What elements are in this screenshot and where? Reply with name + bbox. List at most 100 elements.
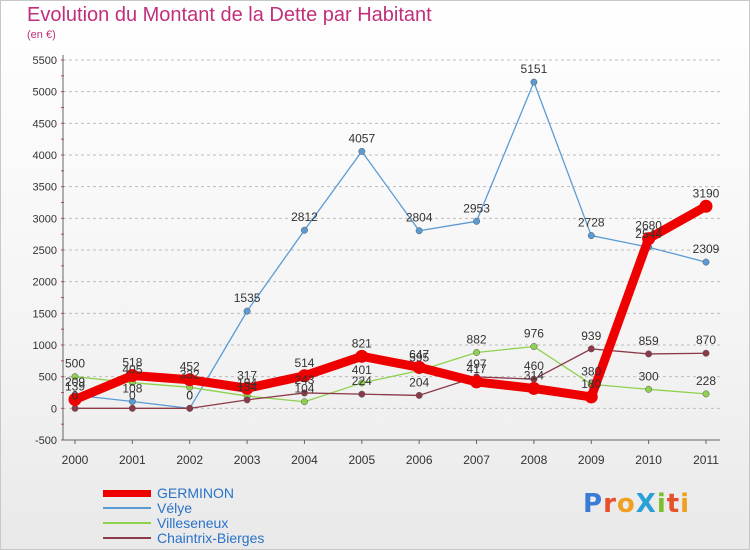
legend-item-germinon: GERMINON (103, 485, 234, 501)
data-point-chaintrix-bierges (415, 391, 423, 399)
data-label-v-lye: 2812 (291, 210, 318, 224)
data-label-v-lye: 209 (65, 375, 85, 389)
x-tick-label: 2000 (62, 453, 89, 467)
logo-letter: i (680, 489, 691, 519)
data-point-chaintrix-bierges (301, 389, 308, 397)
series-line-germinon (70, 201, 711, 405)
data-point-villeseneux (645, 385, 653, 393)
legend-item-velye: Vélye (103, 500, 192, 516)
data-point-chaintrix-bierges (71, 404, 79, 412)
data-label-chaintrix-bierges: 243 (294, 373, 314, 387)
legend-item-villeseneux: Villeseneux (103, 515, 228, 531)
legend-swatch-villeseneux (103, 522, 151, 524)
data-point-germinon (183, 373, 197, 387)
data-label-germinon: 317 (237, 368, 257, 382)
data-point-villeseneux (71, 373, 79, 381)
data-point-villeseneux (473, 349, 480, 356)
y-tick-label: 0 (51, 403, 57, 415)
legend-swatch-chaintrix-bierges (103, 537, 151, 539)
data-point-chaintrix-bierges (186, 404, 194, 412)
data-label-germinon: 647 (409, 347, 429, 361)
logo-letter: o (616, 489, 636, 519)
data-label-germinon: 821 (352, 336, 372, 350)
legend-label-villeseneux: Villeseneux (157, 515, 229, 531)
logo-letter: t (666, 489, 681, 519)
data-label-v-lye: 0 (186, 388, 193, 402)
data-label-chaintrix-bierges: 134 (237, 380, 257, 394)
data-label-germinon: 518 (122, 356, 142, 370)
chart-title: Evolution du Montant de la Dette par Hab… (27, 4, 432, 26)
data-label-villeseneux: 332 (180, 367, 200, 381)
data-point-germinon (642, 232, 656, 246)
y-tick-label: 2500 (33, 245, 57, 257)
data-point-v-lye (415, 227, 423, 235)
data-label-chaintrix-bierges: 870 (696, 333, 716, 347)
data-label-germinon: 514 (294, 356, 314, 370)
data-point-chaintrix-bierges (128, 404, 136, 412)
data-point-chaintrix-bierges (702, 349, 710, 357)
data-point-germinon (297, 369, 311, 383)
x-tick-label: 2007 (463, 453, 490, 467)
data-label-germinon: 2680 (635, 219, 662, 233)
data-point-chaintrix-bierges (645, 350, 653, 358)
data-point-chaintrix-bierges (243, 396, 251, 404)
y-tick-label: 5500 (33, 55, 57, 67)
data-label-chaintrix-bierges: 0 (186, 388, 193, 402)
data-point-germinon (527, 381, 541, 395)
data-point-v-lye (530, 78, 538, 86)
data-point-villeseneux (301, 398, 308, 406)
data-label-villeseneux: 194 (237, 376, 257, 390)
data-label-chaintrix-bierges: 939 (581, 329, 601, 343)
data-label-villeseneux: 380 (581, 364, 601, 378)
y-tick-label: 5000 (33, 87, 57, 99)
data-point-v-lye (243, 307, 251, 315)
data-label-chaintrix-bierges: 0 (129, 388, 136, 402)
data-point-villeseneux (358, 379, 366, 387)
y-tick-label: 3500 (33, 182, 57, 194)
data-point-villeseneux (702, 390, 710, 398)
data-point-germinon (699, 199, 713, 213)
x-tick-label: 2004 (291, 453, 318, 467)
x-tick-label: 2003 (234, 453, 261, 467)
data-label-v-lye: 2309 (693, 242, 720, 256)
data-label-v-lye: 1535 (234, 291, 261, 305)
x-tick-label: 2001 (119, 453, 146, 467)
data-label-v-lye: 2804 (406, 211, 433, 225)
data-label-villeseneux: 976 (524, 327, 544, 341)
x-tick-label: 2011 (693, 453, 719, 467)
data-label-v-lye: 5151 (521, 62, 548, 76)
data-point-germinon (355, 349, 369, 363)
series-line-villeseneux (74, 345, 707, 403)
data-point-germinon (125, 369, 139, 383)
legend-label-germinon: GERMINON (157, 485, 234, 501)
data-label-germinon: 180 (581, 377, 601, 391)
logo-letter: P (583, 489, 604, 519)
logo-letter: r (603, 489, 617, 519)
logo-letter: X (635, 489, 657, 519)
data-label-villeseneux: 405 (122, 363, 142, 377)
legend-swatch-velye (103, 507, 151, 509)
data-label-v-lye: 2953 (463, 201, 490, 215)
y-tick-label: 1500 (33, 308, 57, 320)
legend-label-chaintrix-bierges: Chaintrix-Bierges (157, 530, 265, 546)
x-tick-label: 2006 (406, 453, 433, 467)
data-label-chaintrix-bierges: 859 (639, 334, 659, 348)
data-point-germinon (240, 381, 254, 395)
data-label-germinon: 417 (467, 362, 487, 376)
legend-item-chaintrix-bierges: Chaintrix-Bierges (103, 530, 264, 546)
data-point-chaintrix-bierges (587, 345, 595, 353)
y-tick-label: 4000 (33, 150, 57, 162)
data-point-villeseneux (530, 343, 538, 350)
data-label-chaintrix-bierges: 204 (409, 375, 429, 389)
data-label-chaintrix-bierges: 0 (72, 388, 79, 402)
data-label-villeseneux: 595 (409, 351, 429, 365)
legend-label-velye: Vélye (157, 500, 193, 516)
data-point-v-lye (128, 398, 136, 405)
data-label-chaintrix-bierges: 497 (467, 357, 487, 371)
data-point-chaintrix-bierges (358, 390, 366, 398)
x-tick-label: 2009 (578, 453, 605, 467)
data-label-v-lye: 2728 (578, 216, 605, 230)
data-label-villeseneux: 300 (639, 369, 659, 383)
y-tick-label: 2000 (33, 277, 57, 289)
